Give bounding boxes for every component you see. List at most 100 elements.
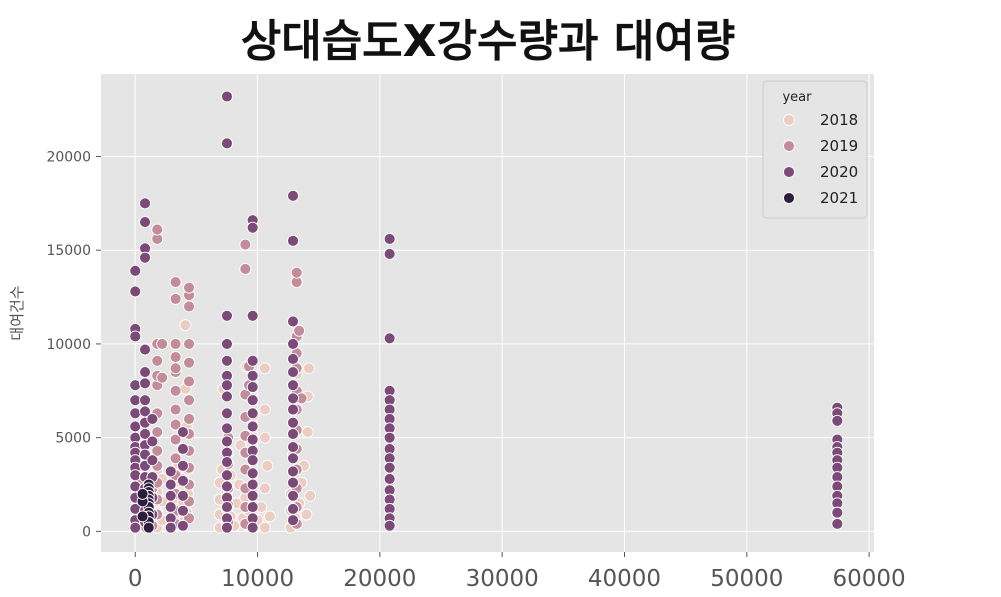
data-point [301, 426, 314, 438]
data-point [146, 412, 159, 425]
data-point [129, 330, 142, 343]
data-point [139, 377, 151, 390]
legend-label: 2018 [820, 111, 858, 129]
data-point [239, 262, 252, 275]
data-point [263, 510, 276, 523]
data-point [258, 521, 271, 534]
data-point [246, 407, 259, 420]
data-point [129, 469, 142, 482]
data-point [176, 504, 189, 517]
data-point [129, 379, 142, 392]
data-point [221, 435, 233, 448]
data-point [183, 394, 196, 407]
data-point [164, 501, 177, 513]
data-point [221, 337, 233, 350]
data-point [183, 337, 196, 350]
data-point [221, 90, 233, 103]
data-point [287, 379, 299, 392]
data-point [287, 489, 299, 502]
x-axis-ticks: 0 10000 20000 30000 40000 50000 60000 [128, 552, 906, 592]
data-point [239, 238, 252, 251]
data-point [146, 454, 159, 467]
data-point [183, 281, 196, 294]
data-point [176, 519, 189, 532]
data-point [287, 392, 299, 405]
data-point [151, 444, 164, 457]
data-point [831, 414, 844, 427]
data-point [290, 266, 303, 279]
legend: year 2018 2019 2020 2021 [762, 80, 868, 219]
data-point [287, 514, 299, 527]
data-point [287, 366, 299, 378]
x-tick-label: 0 [128, 566, 143, 592]
data-point [246, 354, 259, 367]
data-point [129, 521, 142, 534]
y-axis-label: 대여건수 [8, 285, 26, 340]
data-point [136, 487, 149, 500]
data-point [221, 469, 233, 482]
data-point [139, 216, 151, 229]
data-point [304, 489, 317, 502]
data-point [258, 482, 271, 495]
data-point [142, 521, 155, 534]
data-point [221, 407, 233, 420]
data-point [287, 337, 299, 350]
data-point [176, 459, 189, 472]
data-point [246, 420, 259, 433]
data-point [287, 189, 299, 202]
data-point [151, 223, 164, 236]
data-point [831, 506, 844, 519]
data-point [169, 452, 182, 465]
data-point [287, 234, 299, 247]
data-point [221, 309, 233, 322]
x-tick-label: 40000 [588, 566, 661, 592]
data-point [287, 502, 299, 515]
data-point [129, 264, 142, 277]
data-point [287, 315, 299, 328]
data-point [139, 343, 151, 356]
data-point [293, 324, 306, 337]
data-point [183, 375, 196, 388]
data-point [183, 300, 196, 313]
series-2021 [136, 478, 155, 534]
data-point [246, 454, 259, 467]
data-points [129, 90, 844, 534]
legend-label: 2021 [820, 189, 858, 207]
legend-label: 2019 [820, 137, 858, 155]
x-tick-label: 60000 [833, 566, 906, 592]
data-point [221, 390, 233, 403]
data-point [246, 369, 259, 382]
data-point [383, 431, 396, 444]
data-point [221, 137, 233, 150]
data-point [169, 351, 182, 364]
data-point [287, 452, 299, 465]
data-point [383, 332, 396, 345]
data-point [169, 418, 182, 431]
data-point [139, 394, 151, 407]
data-point [287, 465, 299, 478]
data-point [383, 461, 396, 474]
data-point [287, 476, 299, 489]
legend-marker [783, 114, 795, 126]
data-point [261, 459, 274, 472]
data-point [221, 379, 233, 392]
data-point [287, 403, 299, 416]
data-point [287, 427, 299, 440]
x-tick-label: 30000 [466, 566, 539, 592]
data-point [287, 441, 299, 453]
y-tick-label: 15000 [46, 243, 91, 259]
data-point [383, 519, 396, 532]
data-point [169, 292, 182, 305]
data-point [164, 478, 177, 491]
data-point [383, 233, 396, 245]
data-point [164, 489, 177, 502]
data-point [258, 403, 271, 416]
data-point [221, 354, 233, 367]
data-point [383, 248, 396, 260]
data-point [246, 467, 259, 480]
data-point [246, 501, 259, 513]
data-point [156, 371, 169, 384]
data-point [139, 197, 151, 210]
